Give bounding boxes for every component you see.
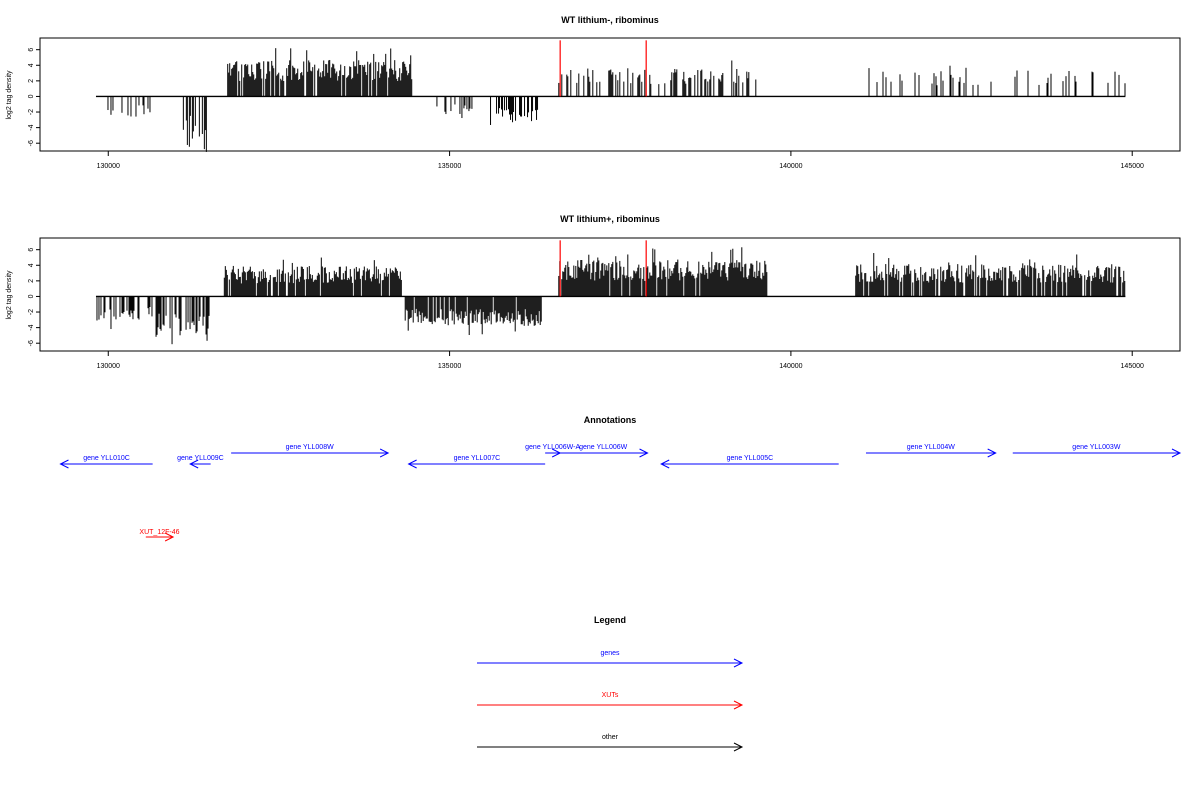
arrow-head	[59, 459, 69, 469]
legend: Legend genes XUTs other	[477, 615, 744, 752]
legend-arrow-head	[733, 742, 744, 752]
gene-feature: gene YLL005C	[660, 455, 839, 469]
gene-label: gene YLL007C	[454, 455, 501, 462]
track-panel-lithium-plus: WT lithium+, ribominus log2 tag density …	[6, 214, 1181, 370]
arrow-head	[189, 459, 199, 469]
y-tick-label: 2	[28, 279, 35, 283]
gene-label: gene YLL009C	[177, 455, 224, 462]
x-tick-label: 140000	[779, 163, 802, 170]
gene-label: gene YLL006W-A	[525, 444, 580, 451]
legend-item-other: other	[477, 734, 744, 752]
x-axis: 130000 135000 140000 145000	[97, 350, 1144, 370]
annotations-title: Annotations	[584, 415, 637, 425]
y-tick-label: 4	[28, 263, 35, 267]
arrow-head	[379, 448, 390, 458]
gene-label: gene YLL004W	[907, 444, 956, 451]
track-title: WT lithium-, ribominus	[561, 15, 659, 25]
arrow-head	[660, 459, 670, 469]
arrow-head	[164, 532, 175, 542]
y-tick-label: -4	[28, 324, 35, 330]
gene-feature: gene YLL009C	[177, 455, 224, 469]
legend-title: Legend	[594, 615, 626, 625]
y-tick-label: -4	[28, 124, 35, 130]
gene-feature: gene YLL008W	[231, 444, 390, 458]
gene-feature: gene YLL010C	[59, 455, 153, 469]
y-tick-label: 4	[28, 63, 35, 67]
y-tick-label: 0	[28, 294, 35, 298]
annotations-panel: Annotations gene YLL010C gene YLL009Cgene…	[59, 415, 1182, 542]
y-tick-label: 6	[28, 48, 35, 52]
y-tick-label: 0	[28, 94, 35, 98]
y-tick-label: -6	[28, 140, 35, 146]
arrow-head	[639, 448, 649, 458]
legend-items: genes XUTs other	[477, 650, 744, 752]
legend-label: genes	[600, 650, 620, 657]
x-tick-label: 135000	[438, 363, 461, 370]
annotation-features: gene YLL010C gene YLL009C gene YLL008W gene…	[59, 444, 1182, 542]
signal-bars	[107, 48, 1126, 152]
gene-label: gene YLL010C	[83, 455, 130, 462]
x-tick-label: 140000	[779, 363, 802, 370]
x-axis: 130000 135000 140000 145000	[97, 150, 1144, 170]
arrow-head	[987, 448, 997, 458]
gene-feature: gene YLL003W	[1012, 444, 1182, 458]
gene-feature: gene YLL007C	[407, 455, 546, 469]
x-tick-label: 135000	[438, 163, 461, 170]
x-tick-label: 145000	[1121, 363, 1144, 370]
gene-label: gene YLL006W	[579, 444, 628, 451]
legend-arrow-head	[733, 700, 744, 710]
highlight-bars	[559, 240, 647, 297]
gene-feature: gene YLL006W	[558, 444, 649, 458]
legend-label: XUTs	[602, 692, 619, 699]
y-tick-label: -6	[28, 340, 35, 346]
legend-item-genes: genes	[477, 650, 744, 668]
track-panel-lithium-minus: WT lithium-, ribominus log2 tag density …	[6, 15, 1181, 170]
y-tick-label: -2	[28, 309, 35, 315]
x-tick-label: 130000	[97, 363, 120, 370]
x-tick-label: 145000	[1121, 163, 1144, 170]
highlight-bars	[559, 40, 647, 97]
gene-label: gene YLL008W	[286, 444, 335, 451]
legend-item-xuts: XUTs	[477, 692, 744, 710]
legend-arrow-head	[733, 658, 744, 668]
xut-label: XUT_12F-46	[139, 529, 179, 536]
signal-bars	[96, 247, 1126, 345]
track-title: WT lithium+, ribominus	[560, 214, 660, 224]
y-axis: -6 -4 -2 0 2 4 6	[28, 48, 41, 146]
y-axis-label: log2 tag density	[6, 270, 13, 320]
xut-feature: XUT_12F-46	[139, 529, 180, 542]
arrow-head	[407, 459, 417, 469]
gene-label: gene YLL003W	[1072, 444, 1121, 451]
gene-feature: gene YLL004W	[865, 444, 997, 458]
gene-feature: gene YLL006W-A	[525, 444, 580, 458]
arrow-head	[1171, 448, 1182, 458]
y-tick-label: -2	[28, 109, 35, 115]
x-tick-label: 130000	[97, 163, 120, 170]
legend-label: other	[602, 734, 619, 741]
y-axis: -6 -4 -2 0 2 4 6	[28, 248, 41, 346]
y-tick-label: 2	[28, 79, 35, 83]
y-tick-label: 6	[28, 248, 35, 252]
gene-label: gene YLL005C	[727, 455, 774, 462]
y-axis-label: log2 tag density	[6, 70, 13, 120]
